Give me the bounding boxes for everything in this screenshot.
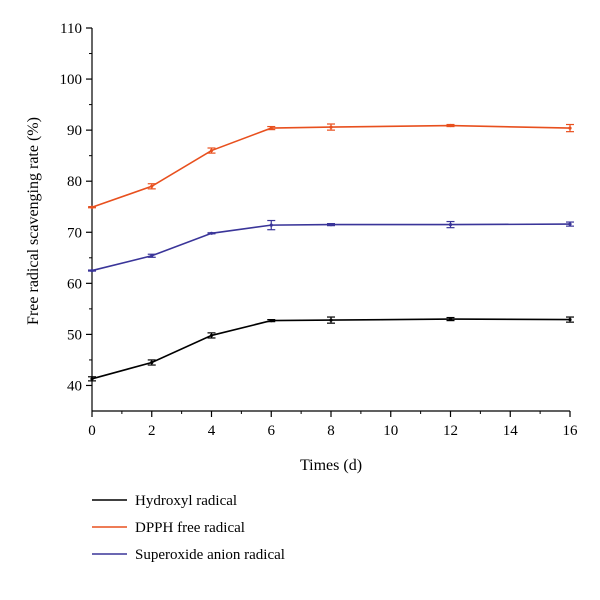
data-point [448, 123, 453, 128]
data-point [568, 222, 572, 226]
x-tick-label: 2 [148, 423, 156, 439]
series-line [91, 223, 571, 272]
y-tick-label: 80 [67, 174, 82, 190]
data-point [448, 317, 453, 321]
y-tick-label: 50 [67, 327, 82, 343]
data-point [329, 223, 333, 227]
data-point [329, 318, 333, 322]
data-point [150, 360, 154, 365]
series-line [91, 318, 571, 380]
y-tick-label: 60 [67, 276, 82, 292]
x-tick-label: 6 [268, 423, 276, 439]
data-point [150, 184, 154, 188]
data-point [150, 254, 154, 258]
x-tick-label: 10 [383, 423, 398, 439]
data-point [329, 125, 333, 129]
data-point [209, 231, 214, 235]
x-tick-label: 16 [563, 423, 579, 439]
y-axis-title: Free radical scavenging rate (%) [25, 117, 42, 325]
legend-label: Hydroxyl radical [135, 493, 237, 509]
x-tick-label: 0 [88, 423, 96, 439]
legend-label: DPPH free radical [135, 520, 245, 536]
data-point [90, 377, 94, 381]
data-point [90, 205, 94, 209]
x-tick-label: 14 [503, 423, 519, 439]
data-point [568, 317, 572, 322]
data-point [209, 333, 214, 338]
data-point [90, 268, 94, 273]
x-axis-title: Times (d) [300, 457, 362, 474]
y-tick-label: 40 [67, 378, 82, 394]
x-tick-label: 12 [443, 423, 458, 439]
data-point [269, 126, 273, 130]
data-point [568, 126, 572, 130]
data-point [269, 319, 273, 323]
data-point [448, 223, 453, 227]
y-tick-label: 90 [67, 123, 82, 139]
legend-label: Superoxide anion radical [135, 547, 285, 563]
data-point [209, 148, 214, 153]
y-tick-label: 100 [60, 72, 83, 88]
x-tick-label: 4 [208, 423, 216, 439]
x-tick-label: 8 [327, 423, 335, 439]
y-tick-label: 110 [60, 21, 82, 37]
series-line [91, 124, 571, 208]
data-point [269, 223, 273, 227]
y-tick-label: 70 [67, 225, 82, 241]
